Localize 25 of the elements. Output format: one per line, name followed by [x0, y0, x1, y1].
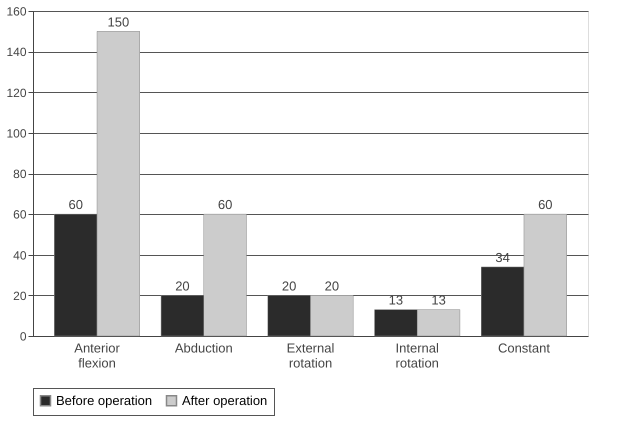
y-tick-label: 0 — [20, 330, 27, 344]
legend-label: Before operation — [56, 392, 152, 408]
y-tick-label: 160 — [6, 4, 27, 18]
x-tick-label: Abduction — [174, 340, 233, 356]
data-label: 20 — [282, 278, 296, 294]
data-label: 60 — [68, 197, 83, 212]
data-label: 60 — [538, 197, 553, 212]
data-label: 60 — [218, 197, 232, 212]
y-tick-label: 80 — [13, 167, 27, 181]
y-tick-label: 100 — [6, 126, 27, 140]
y-tick-label: 20 — [13, 288, 27, 303]
data-label: 13 — [431, 292, 446, 308]
x-tick-label: External rotation — [286, 340, 334, 370]
y-tick-label: 120 — [6, 86, 27, 100]
data-label: 20 — [175, 278, 190, 294]
y-tick-label: 40 — [13, 248, 27, 262]
legend-label: After operation — [182, 392, 268, 408]
data-label: 150 — [108, 14, 130, 30]
x-tick-label: Internal rotation — [396, 340, 440, 370]
x-tick-label: Constant — [498, 340, 550, 356]
x-tick-label: Anterior flexion — [74, 340, 120, 370]
data-label: 13 — [388, 292, 404, 308]
y-tick-label: 60 — [13, 208, 27, 222]
data-label: 20 — [324, 278, 340, 294]
y-tick-label: 140 — [6, 45, 27, 60]
